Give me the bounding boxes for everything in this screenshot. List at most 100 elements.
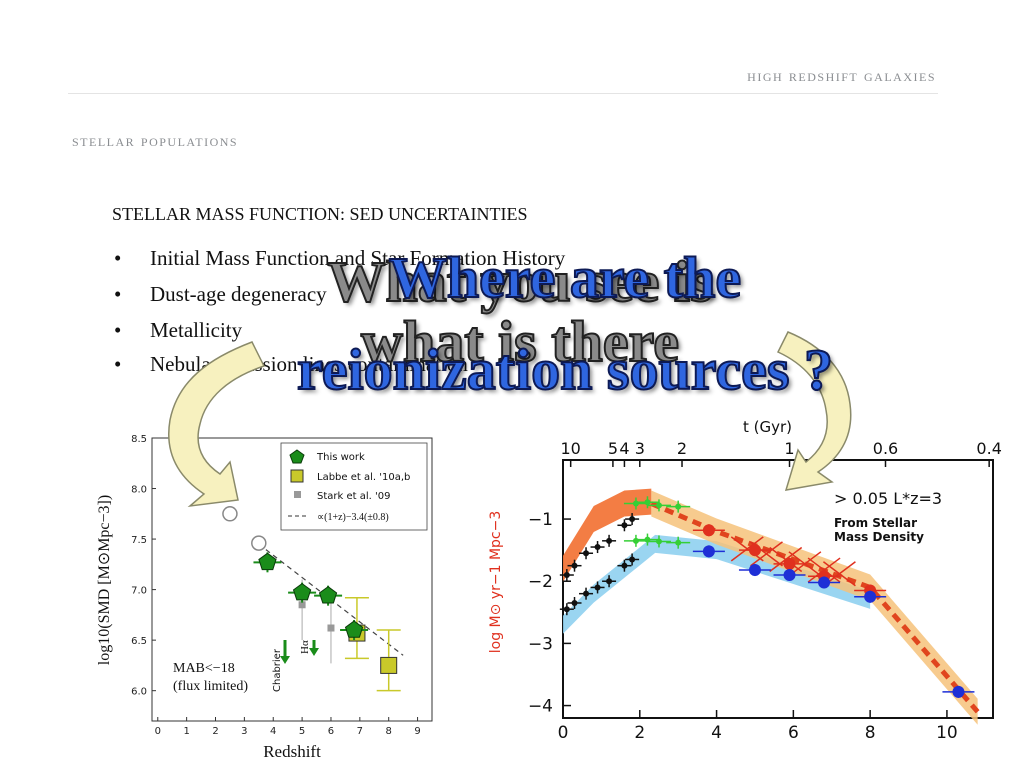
x-tick-label: 8	[865, 723, 876, 743]
green-point	[655, 538, 662, 545]
this-work-point	[344, 620, 364, 638]
blue-model-band	[563, 534, 871, 634]
stellar-mass-cross	[730, 536, 764, 562]
top-tick-label: 0.4	[976, 439, 1001, 458]
gray-overlay-line: what is there	[360, 309, 680, 374]
red-point	[702, 524, 715, 537]
black-point	[629, 556, 636, 563]
top-tick-label: 2	[677, 439, 687, 458]
x-axis-label: Redshift	[263, 742, 321, 761]
bullet-glyph: •	[114, 318, 122, 342]
gray-overlay-line: What you see is	[326, 249, 713, 314]
x-tick-label: 6	[328, 726, 334, 737]
x-tick-label: 0	[155, 726, 161, 737]
bullet-text: Dust-age degeneracy	[150, 282, 327, 306]
top-tick-label: 10	[560, 439, 580, 458]
blue-point	[818, 576, 831, 589]
black-point	[571, 599, 578, 606]
bullet-glyph: •	[114, 282, 122, 306]
slide-subtitle: STELLAR MASS FUNCTION: SED UNCERTAINTIES	[112, 204, 528, 224]
y-tick-label: −1	[528, 510, 553, 530]
stark-point	[327, 624, 335, 632]
imf-annotations: Chabrier Hα MAB<−18 (flux limited)	[173, 640, 319, 694]
y-tick-label: 6.0	[131, 687, 147, 698]
open-circle-point	[251, 535, 267, 551]
axis-ticks: 0 2 4 6 8 10−1−2−3−410 5 4 3 2 1 0.6 0.4	[528, 439, 1002, 743]
y-tick-label: 6.5	[131, 636, 147, 647]
curved-arrow-left-icon	[168, 341, 266, 508]
bullet-glyph: •	[114, 352, 122, 376]
x-tick-label: 7	[357, 726, 363, 737]
section-title: STELLAR POPULATIONS	[72, 131, 239, 150]
header-divider	[68, 93, 938, 94]
black-point	[583, 550, 590, 557]
blue-point	[864, 590, 877, 603]
black-point	[571, 562, 578, 569]
data-marks	[559, 496, 975, 698]
x-tick-label: 2	[212, 726, 218, 737]
halpha-label: Hα	[299, 640, 311, 654]
this-work-point	[258, 552, 277, 571]
mab-note: MAB<−18	[173, 661, 235, 676]
stellar-note: From Stellar	[834, 516, 917, 530]
x-tick-label: 4	[270, 726, 276, 737]
red-point	[783, 557, 796, 570]
black-point	[563, 606, 570, 613]
top-tick-label: 4	[619, 439, 629, 458]
stark-point	[298, 601, 306, 609]
black-point	[629, 516, 636, 523]
legend-small-square-icon	[294, 491, 301, 498]
orange-model-band	[651, 490, 978, 725]
axis-ticks: 0 1 2 3 4 5 6 7 8 9 6.0 6.5 7.0 7.5 8.0 8.5	[131, 434, 421, 737]
x-tick-label: 6	[788, 723, 799, 743]
top-tick-label: 1	[784, 439, 794, 458]
this-work-point	[292, 582, 312, 601]
x-tick-label: 0	[558, 723, 569, 743]
sfr-density-plot: 0 2 4 6 8 10−1−2−3−410 5 4 3 2 1 0.6 0.4 t (Gyr) > 0…	[488, 418, 1002, 743]
y-tick-label: 7.0	[131, 586, 147, 597]
legend-entry: Stark et al. '09	[317, 491, 390, 502]
black-point	[621, 562, 628, 569]
blue-overlay-line: Where are the	[388, 244, 742, 311]
chabrier-label: Chabrier	[272, 648, 283, 692]
red-model-band	[563, 488, 652, 582]
blue-point	[748, 564, 761, 577]
y-tick-label: −3	[528, 634, 553, 654]
black-point	[606, 578, 613, 585]
x-tick-label: 8	[386, 726, 392, 737]
legend-square-icon	[290, 469, 304, 483]
x-tick-label: 10	[936, 723, 958, 743]
y-tick-label: 8.0	[131, 485, 147, 496]
bullet-text: Metallicity	[150, 318, 243, 342]
labbe-point	[380, 656, 398, 674]
black-point	[563, 572, 570, 579]
this-work-point	[318, 586, 338, 604]
bullet-text: Initial Mass Function and Star Formation…	[150, 246, 566, 270]
chart-legend: This work Labbe et al. '10a,b Stark et a…	[280, 442, 428, 531]
blue-overlay-text: Where are the reionization sources ?	[140, 232, 990, 416]
x-tick-label: 4	[711, 723, 722, 743]
green-point	[655, 502, 662, 509]
red-point	[748, 544, 761, 557]
header-title: HIGH REDSHIFT GALAXIES	[747, 66, 936, 85]
top-tick-label: 3	[635, 439, 645, 458]
stellar-mass-cross	[750, 541, 783, 567]
blue-point	[952, 685, 965, 698]
halpha-arrowhead-icon	[309, 648, 319, 656]
stellar-mass-cross	[807, 557, 841, 583]
blue-overlay-line: reionization sources ?	[296, 336, 834, 403]
x-tick-label: 3	[241, 726, 247, 737]
data-marks	[222, 506, 404, 692]
black-point	[583, 590, 590, 597]
black-point	[621, 522, 628, 529]
legend-entry: Labbe et al. '10a,b	[317, 472, 410, 483]
y-tick-label: 7.5	[131, 535, 147, 546]
bullet-glyph: •	[114, 246, 122, 270]
bullet-item: • Initial Mass Function and Star Formatio…	[112, 246, 565, 282]
legend-entry: This work	[316, 452, 365, 463]
legend-pentagon-icon	[289, 449, 305, 464]
threshold-annotation: > 0.05 L*z=3	[834, 489, 942, 508]
y-axis-label: log M⊙ yr−1 Mpc−3	[488, 511, 504, 653]
top-tick-label: 0.6	[873, 439, 898, 458]
